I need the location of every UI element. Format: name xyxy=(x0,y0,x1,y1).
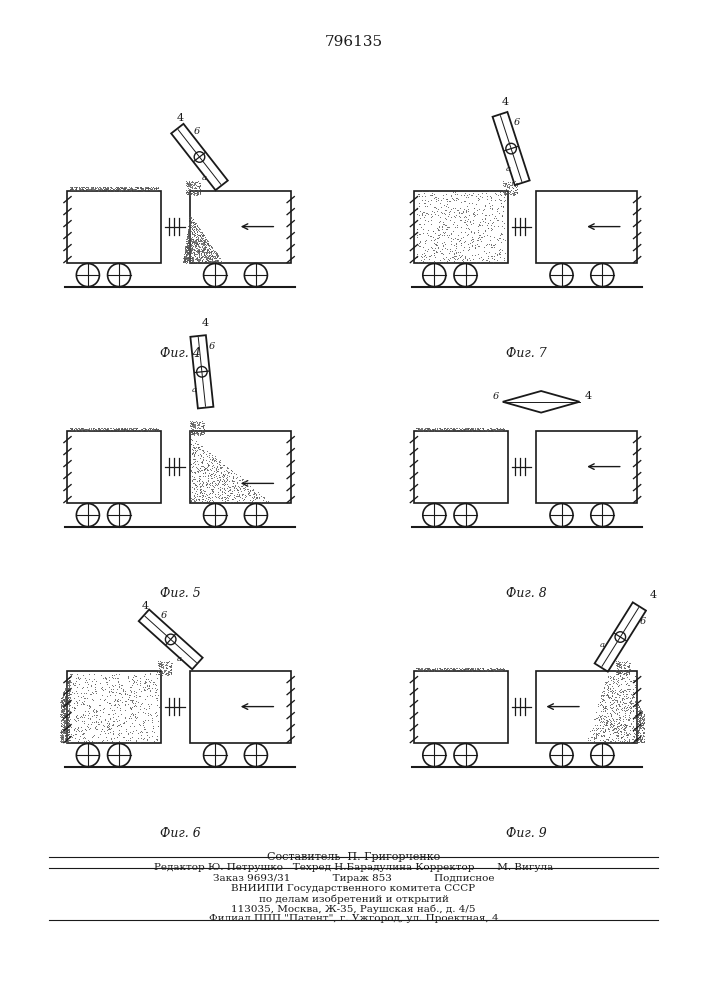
Text: a: a xyxy=(600,641,605,649)
Text: Фиг. 7: Фиг. 7 xyxy=(506,347,547,360)
Text: 6: 6 xyxy=(209,342,216,351)
Text: a: a xyxy=(177,655,182,663)
Text: 4: 4 xyxy=(176,113,183,123)
Text: 6: 6 xyxy=(493,392,499,401)
Text: 796135: 796135 xyxy=(325,35,382,49)
Text: Фиг. 5: Фиг. 5 xyxy=(160,587,201,600)
Text: Фиг. 6: Фиг. 6 xyxy=(160,827,201,840)
Text: 4: 4 xyxy=(649,590,656,600)
Text: 6: 6 xyxy=(161,611,168,620)
Text: Филиал ППП "Патент", г. Ужгород, ул. Проектная, 4: Филиал ППП "Патент", г. Ужгород, ул. Про… xyxy=(209,914,498,923)
Text: a: a xyxy=(506,165,510,173)
Text: 4: 4 xyxy=(141,601,148,611)
Text: 4: 4 xyxy=(584,391,592,401)
Text: 6: 6 xyxy=(513,118,520,127)
Text: Составитель  П. Григорченко: Составитель П. Григорченко xyxy=(267,852,440,862)
Text: Фиг. 9: Фиг. 9 xyxy=(506,827,547,840)
Text: a: a xyxy=(192,386,197,394)
Text: Редактор Ю. Петрушко   Техред Н.Барадулина Корректор       М. Вигула: Редактор Ю. Петрушко Техред Н.Барадулина… xyxy=(154,863,553,872)
Text: Фиг. 4: Фиг. 4 xyxy=(160,347,201,360)
Text: ВНИИПИ Государственного комитета СССР: ВНИИПИ Государственного комитета СССР xyxy=(231,884,476,893)
Text: по делам изобретений и открытий: по делам изобретений и открытий xyxy=(259,894,448,904)
Text: 4: 4 xyxy=(202,318,209,328)
Text: Фиг. 8: Фиг. 8 xyxy=(506,587,547,600)
Text: 4: 4 xyxy=(502,97,509,107)
Text: a: a xyxy=(202,174,207,182)
Text: 6: 6 xyxy=(640,617,646,626)
Text: 113035, Москва, Ж-35, Раушская наб., д. 4/5: 113035, Москва, Ж-35, Раушская наб., д. … xyxy=(231,904,476,914)
Text: Заказ 9693/31             Тираж 853             Подписное: Заказ 9693/31 Тираж 853 Подписное xyxy=(213,874,494,883)
Text: 6: 6 xyxy=(194,127,200,136)
